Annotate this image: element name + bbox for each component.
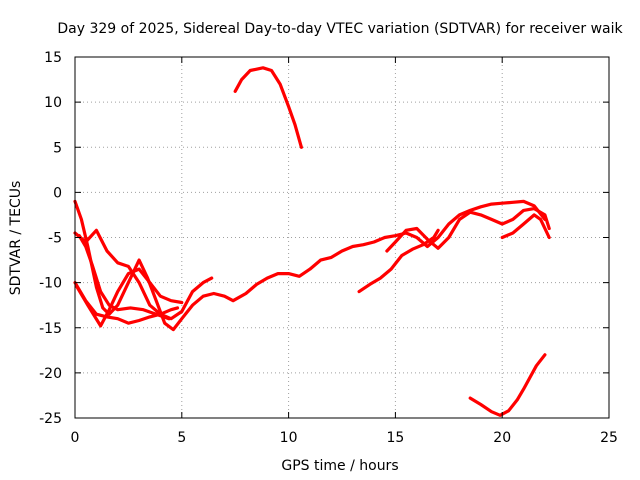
series-track-4 [75, 267, 184, 328]
series-track-10 [468, 353, 547, 417]
series-layer [73, 66, 551, 417]
x-tick-label: 5 [177, 430, 186, 446]
series-track-5 [77, 234, 171, 321]
x-tick-label: 15 [386, 430, 404, 446]
y-tick-label: -25 [39, 411, 62, 427]
series-track-8 [500, 213, 551, 240]
y-tick-label: -5 [48, 231, 62, 247]
chart-title: Day 329 of 2025, Sidereal Day-to-day VTE… [57, 21, 623, 37]
series-track-7 [385, 207, 551, 253]
series-track-2 [73, 228, 214, 321]
x-tick-label: 10 [280, 430, 298, 446]
y-tick-label: -20 [39, 366, 62, 382]
x-axis-title: GPS time / hours [281, 458, 398, 474]
ticks: 0 5 10 15 20 25 -25 -20 -15 -10 -5 0 5 10 15 [39, 50, 618, 446]
x-tick-label: 0 [71, 430, 80, 446]
x-tick-label: 20 [493, 430, 511, 446]
y-tick-label: 5 [53, 140, 62, 156]
series-track-3 [73, 281, 180, 325]
series-track-main [73, 199, 547, 332]
y-tick-label: 15 [44, 50, 62, 66]
y-tick-label: -10 [39, 276, 62, 292]
y-tick-label: -15 [39, 321, 62, 337]
y-tick-label: 0 [53, 185, 62, 201]
x-tick-label: 25 [600, 430, 618, 446]
y-tick-label: 10 [44, 95, 62, 111]
series-track-9 [233, 66, 303, 149]
y-axis-title: SDTVAR / TECUs [8, 181, 24, 296]
grid [75, 57, 609, 418]
